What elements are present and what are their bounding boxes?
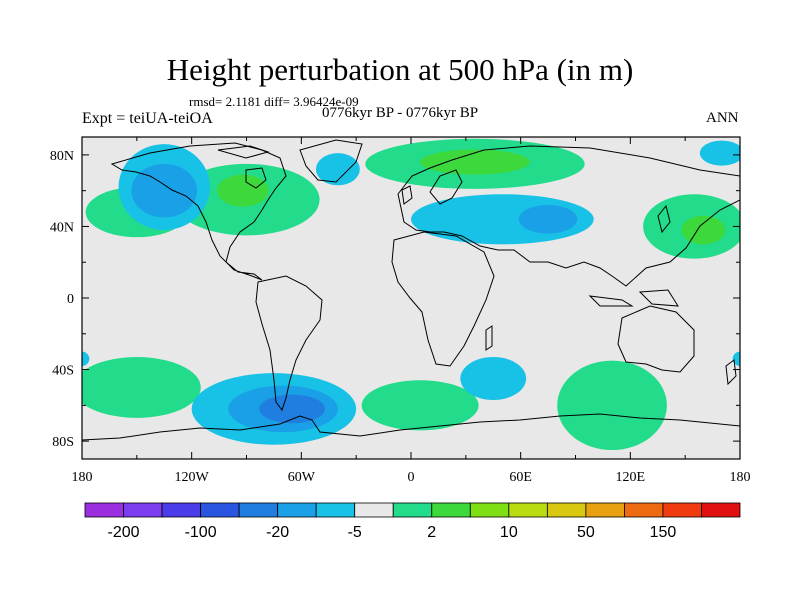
colorbar-swatch [123,502,163,518]
lat-label: 80N [50,149,74,164]
lat-label: 40N [50,220,74,235]
negative-anomaly-region [518,204,578,234]
lon-label: 60E [509,470,532,485]
lon-label: 180 [72,470,93,485]
colorbar-label: 2 [427,524,436,541]
colorbar-label: -20 [266,524,289,541]
colorbar-label: 150 [650,524,677,541]
colorbar-swatch [585,502,625,518]
perturbation-field [82,138,740,451]
positive-anomaly-region [420,149,530,175]
lon-label: 60W [288,470,316,485]
colorbar-labels: -200 -100 -20 -5 2 10 50 150 [108,524,677,541]
colorbar-label: -200 [108,524,140,541]
colorbar-swatch [701,502,741,518]
colorbar-label: -5 [348,524,362,541]
colorbar-swatch [277,502,317,518]
lon-label: 120E [616,470,646,485]
positive-anomaly-region [557,360,667,451]
colorbar-label: -100 [185,524,217,541]
colorbar-swatch [392,502,433,518]
colorbar-label: 10 [500,524,518,541]
negative-anomaly-region [131,163,198,218]
lon-label: 0 [408,470,415,485]
negative-anomaly-region [699,140,740,166]
period-label: 0776kyr BP - 0776kyr BP [322,105,479,121]
colorbar-swatch [200,502,240,518]
longitude-axis: 180 120W 60W 0 60E 120E 180 [72,470,751,485]
positive-anomaly-region [361,380,479,431]
positive-anomaly-region [82,357,201,418]
stats-label: rmsd= 2.1181 diff= 3.96424e-09 [189,94,359,109]
colorbar-swatch [354,502,394,518]
colorbar-swatch [546,502,587,518]
colorbar-swatch [84,502,124,518]
coastlines [82,139,740,441]
colorbar-swatch [238,502,279,518]
positive-anomaly-region [681,215,726,245]
lat-label: 0 [67,292,74,307]
colorbar-swatch [624,502,664,518]
negative-anomaly-region [460,357,527,400]
colorbar-swatch [469,502,510,518]
negative-anomaly-region [82,351,90,366]
negative-anomaly-region [315,153,360,186]
lat-label: 80S [52,435,74,450]
lat-label: 40S [52,364,74,379]
positive-anomaly-region [217,174,269,207]
colorbar [84,502,741,518]
map-ticks [81,137,741,459]
experiment-label: Expt = teiUA-teiOA [82,110,213,127]
colorbar-label: 50 [577,524,595,541]
lon-label: 120W [175,470,210,485]
colorbar-swatch [315,502,356,518]
colorbar-swatch [431,502,471,518]
latitude-axis: 80N 40N 0 40S 80S [50,149,74,450]
colorbar-swatch [662,502,702,518]
colorbar-swatch [508,502,548,518]
plot-title: Height perturbation at 500 hPa (in m) [166,52,634,87]
colorbar-swatch [161,502,201,518]
lon-label: 180 [730,470,751,485]
season-label: ANN [706,110,739,126]
